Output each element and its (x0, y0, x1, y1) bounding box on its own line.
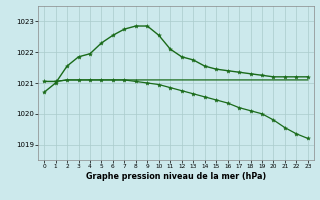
X-axis label: Graphe pression niveau de la mer (hPa): Graphe pression niveau de la mer (hPa) (86, 172, 266, 181)
